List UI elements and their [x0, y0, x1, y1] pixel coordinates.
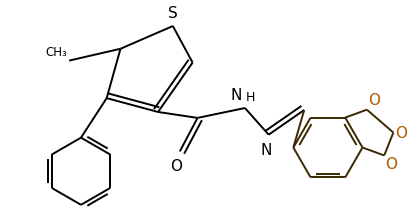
- Text: S: S: [168, 6, 178, 21]
- Text: N: N: [231, 88, 242, 103]
- Text: O: O: [385, 157, 397, 172]
- Text: H: H: [246, 91, 255, 104]
- Text: O: O: [170, 159, 182, 174]
- Text: N: N: [261, 143, 273, 158]
- Text: O: O: [368, 93, 380, 108]
- Text: CH₃: CH₃: [45, 46, 67, 59]
- Text: O: O: [395, 126, 407, 141]
